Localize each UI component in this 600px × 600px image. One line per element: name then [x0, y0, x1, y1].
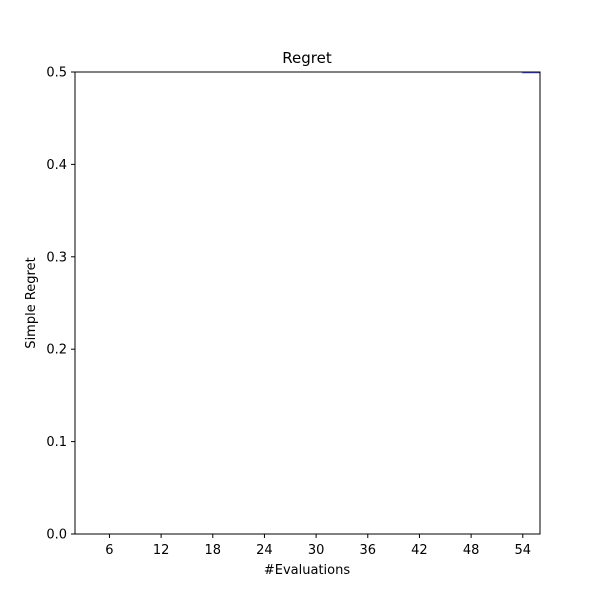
- y-tick-label: 0.5: [46, 66, 67, 81]
- y-tick-label: 0.2: [46, 343, 67, 358]
- x-tick-label: 48: [463, 543, 480, 558]
- x-tick-label: 12: [153, 543, 170, 558]
- plot-frame: [74, 71, 541, 535]
- x-tick-label: 54: [515, 543, 532, 558]
- x-axis-label: #Evaluations: [264, 563, 350, 578]
- y-axis: 0.0 0.1 0.2 0.3 0.4 0.5: [46, 66, 75, 543]
- x-tick-label: 42: [411, 543, 428, 558]
- x-tick-label: 18: [205, 543, 222, 558]
- x-tick-label: 30: [308, 543, 325, 558]
- y-tick-label: 0.0: [46, 528, 67, 543]
- y-tick-label: 0.4: [46, 158, 67, 173]
- x-tick-label: 36: [360, 543, 377, 558]
- y-tick-label: 0.1: [46, 435, 67, 450]
- y-axis-label: Simple Regret: [24, 257, 39, 348]
- chart-title: Regret: [282, 49, 332, 67]
- x-tick-label: 24: [256, 543, 273, 558]
- x-tick-label: 6: [105, 543, 113, 558]
- x-axis: 6 12 18 24 30 36 42 48 54: [105, 534, 531, 558]
- y-tick-label: 0.3: [46, 250, 67, 265]
